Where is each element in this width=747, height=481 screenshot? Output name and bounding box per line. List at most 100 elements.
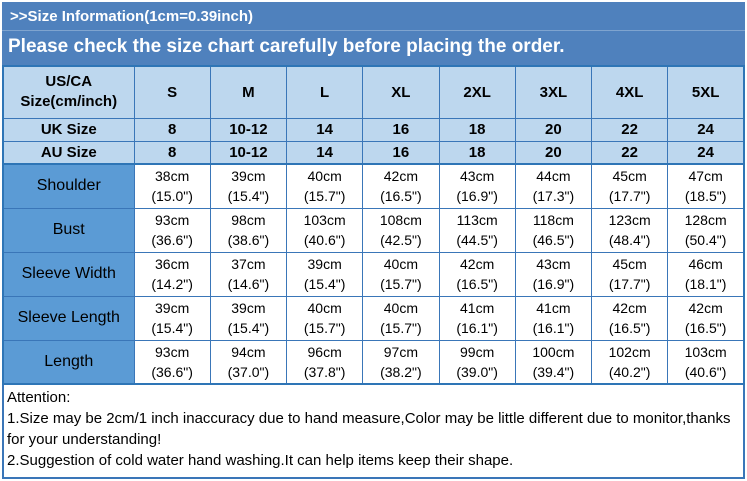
- measure-cell: 96cm (37.8"): [285, 339, 364, 385]
- measure-row-label: Sleeve Length: [2, 295, 135, 341]
- measure-cell: 46cm (18.1"): [667, 251, 745, 297]
- measure-cell: 128cm (50.4"): [667, 207, 745, 253]
- measure-cm: 102cm: [608, 343, 651, 360]
- measure-cm: 36cm: [155, 256, 190, 272]
- measure-cell: 44cm (17.3"): [514, 163, 593, 209]
- measure-cm: 42cm: [460, 256, 495, 272]
- measure-cell: 40cm (15.7"): [362, 295, 440, 341]
- measure-inch: (38.2"): [380, 363, 422, 380]
- size-row-label: AU Size: [2, 140, 135, 165]
- measure-cm: 103cm: [684, 343, 727, 360]
- measure-cm: 93cm: [155, 343, 190, 360]
- measure-inch: (15.0"): [151, 188, 193, 205]
- measure-cm: 39cm: [231, 168, 266, 185]
- size-value-cell: 20: [514, 140, 593, 165]
- measure-cell: 43cm (16.9"): [514, 251, 593, 297]
- measure-inch: (37.8"): [303, 363, 346, 380]
- measure-inch: (39.0"): [456, 363, 498, 380]
- size-row-label: UK Size: [2, 117, 135, 142]
- measure-cm: 43cm: [536, 256, 571, 272]
- measure-cell: 103cm (40.6"): [285, 207, 364, 253]
- measure-inch: (16.9"): [456, 188, 498, 205]
- measure-inch: (14.6"): [227, 276, 270, 292]
- measure-inch: (44.5"): [456, 232, 498, 248]
- measure-inch: (15.7"): [303, 320, 346, 336]
- size-value-cell: 18: [438, 140, 516, 165]
- measure-inch: (18.5"): [684, 188, 727, 205]
- measure-cell: 42cm (16.5"): [667, 295, 745, 341]
- size-value-cell: 22: [590, 117, 669, 142]
- measure-row-label: Bust: [2, 207, 135, 253]
- measure-cm: 118cm: [532, 212, 574, 228]
- measure-cell: 100cm (39.4"): [514, 339, 593, 385]
- measure-cm: 41cm: [460, 300, 495, 316]
- measure-cell: 113cm (44.5"): [438, 207, 516, 253]
- measure-cm: 96cm: [307, 343, 342, 360]
- measure-cell: 93cm (36.6"): [133, 207, 211, 253]
- size-chart-table: US/CA Size(cm/inch) S M L XL 2XL 3XL 4XL 5XL UK Si…: [2, 65, 745, 385]
- measure-cm: 97cm: [383, 343, 418, 360]
- size-value-cell: 16: [362, 117, 440, 142]
- measure-cm: 38cm: [155, 168, 190, 185]
- measure-inch: (40.2"): [608, 363, 651, 380]
- measure-cell: 102cm (40.2"): [590, 339, 669, 385]
- measure-cell: 93cm (36.6"): [133, 339, 211, 385]
- measure-cell: 42cm (16.5"): [362, 163, 440, 209]
- measure-cm: 108cm: [379, 212, 422, 228]
- size-row: UK Size 8 10-12 14 16 18 20 22 24: [2, 117, 745, 142]
- measure-cm: 45cm: [612, 168, 647, 185]
- size-value-cell: 18: [438, 117, 516, 142]
- size-column-header: 2XL: [438, 65, 516, 119]
- measure-inch: (15.7"): [380, 320, 422, 336]
- measure-row: Sleeve Length 39cm (15.4") 39cm (15.4") 40cm (…: [2, 295, 745, 341]
- measure-cell: 97cm (38.2"): [362, 339, 440, 385]
- measure-cell: 99cm (39.0"): [438, 339, 516, 385]
- measure-inch: (46.5"): [532, 232, 575, 248]
- corner-header-cell: US/CA Size(cm/inch): [2, 65, 135, 119]
- measure-cell: 43cm (16.9"): [438, 163, 516, 209]
- size-value-cell: 10-12: [209, 117, 288, 142]
- size-value-cell: 8: [133, 117, 211, 142]
- size-row: AU Size 8 10-12 14 16 18 20 22 24: [2, 140, 745, 165]
- measure-cm: 44cm: [536, 168, 571, 185]
- measure-inch: (15.4"): [227, 320, 270, 336]
- measure-inch: (16.5"): [380, 188, 422, 205]
- measure-cm: 94cm: [231, 343, 266, 360]
- measure-cm: 100cm: [532, 343, 575, 360]
- measure-inch: (17.3"): [532, 188, 575, 205]
- size-value-cell: 16: [362, 140, 440, 165]
- measure-cm: 40cm: [383, 256, 418, 272]
- measure-inch: (16.5"): [456, 276, 498, 292]
- measure-inch: (17.7"): [608, 188, 651, 205]
- measure-cell: 94cm (37.0"): [209, 339, 288, 385]
- measure-cm: 40cm: [383, 300, 418, 316]
- measure-cell: 39cm (15.4"): [133, 295, 211, 341]
- measure-row-label: Shoulder: [2, 163, 135, 209]
- measure-cm: 98cm: [231, 212, 266, 228]
- measure-cell: 42cm (16.5"): [438, 251, 516, 297]
- measure-cm: 41cm: [536, 300, 571, 316]
- size-information-title: >>Size Information(1cm=0.39inch): [2, 2, 745, 31]
- measure-cm: 40cm: [307, 168, 342, 185]
- measure-cell: 36cm (14.2"): [133, 251, 211, 297]
- size-value-cell: 24: [667, 117, 745, 142]
- measure-cell: 41cm (16.1"): [438, 295, 516, 341]
- measure-cell: 118cm (46.5"): [514, 207, 593, 253]
- measure-cm: 42cm: [612, 300, 647, 316]
- corner-label-line1: US/CA: [45, 73, 93, 91]
- measure-cell: 103cm (40.6"): [667, 339, 745, 385]
- measure-inch: (50.4"): [684, 232, 727, 248]
- measure-inch: (36.6"): [151, 232, 193, 248]
- measure-cell: 39cm (15.4"): [209, 295, 288, 341]
- attention-note-1: 1.Size may be 2cm/1 inch inaccuracy due …: [7, 410, 731, 448]
- size-column-header: S: [133, 65, 211, 119]
- attention-section: Attention: 1.Size may be 2cm/1 inch inac…: [2, 385, 745, 479]
- measure-cell: 47cm (18.5"): [667, 163, 745, 209]
- measure-cell: 45cm (17.7"): [590, 163, 669, 209]
- size-column-header: M: [209, 65, 288, 119]
- measure-row-label: Sleeve Width: [2, 251, 135, 297]
- measure-cell: 108cm (42.5"): [362, 207, 440, 253]
- measure-inch: (15.4"): [227, 188, 270, 205]
- measure-cm: 40cm: [307, 300, 342, 316]
